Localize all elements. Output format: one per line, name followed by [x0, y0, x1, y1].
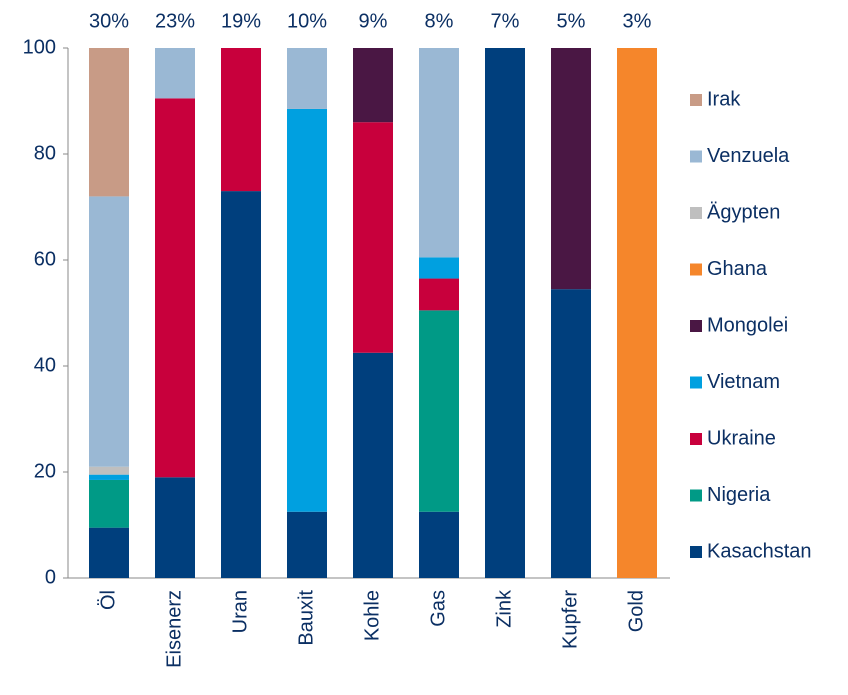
x-tick-label: Gas — [427, 590, 449, 627]
bar-segment — [155, 48, 195, 99]
y-tick-label: 60 — [34, 248, 56, 270]
legend-label: Nigeria — [707, 484, 771, 506]
bar-segment — [419, 511, 459, 578]
legend-label: Mongolei — [707, 314, 788, 336]
share-label: 7% — [491, 10, 520, 32]
bar-segment — [89, 474, 129, 480]
bar-segment — [551, 289, 591, 578]
y-tick-label: 80 — [34, 142, 56, 164]
x-tick-label: Gold — [625, 590, 647, 632]
legend-label: Venzuela — [707, 145, 790, 167]
legend-swatch — [690, 150, 702, 163]
legend-label: Vietnam — [707, 371, 780, 393]
y-tick-label: 20 — [34, 460, 56, 482]
bar-segment — [419, 310, 459, 512]
legend-label: Irak — [707, 88, 741, 110]
bar-segment — [617, 48, 657, 578]
x-tick-label: Öl — [97, 590, 119, 610]
x-tick-label: Bauxit — [295, 590, 317, 646]
legend-swatch — [690, 94, 702, 106]
bar-segment — [89, 196, 129, 467]
x-tick-label: Eisenerz — [163, 590, 185, 668]
legend-swatch — [690, 433, 702, 445]
bar-segment — [89, 466, 129, 475]
legend-label: Ägypten — [707, 201, 780, 223]
bar-segment — [551, 48, 591, 290]
share-label: 30% — [89, 10, 129, 32]
bar-segment — [485, 48, 525, 578]
bar-segment — [155, 98, 195, 478]
bar-segment — [221, 191, 261, 578]
share-label: 8% — [425, 10, 454, 32]
share-label: 9% — [359, 10, 388, 32]
bar-segment — [419, 48, 459, 258]
legend-swatch — [690, 546, 702, 558]
y-tick-label: 100 — [23, 36, 56, 58]
share-label: 5% — [557, 10, 586, 32]
bar-segment — [353, 122, 393, 353]
bar-segment — [353, 352, 393, 578]
bar-segment — [287, 48, 327, 109]
legend-swatch — [690, 489, 702, 502]
bar-segment — [155, 477, 195, 578]
x-tick-label: Zink — [493, 589, 515, 628]
legend-label: Kasachstan — [707, 540, 812, 562]
x-tick-label: Kupfer — [559, 590, 581, 649]
x-tick-label: Uran — [229, 590, 251, 633]
bar-segment — [221, 48, 261, 192]
legend-swatch — [690, 320, 702, 332]
bar-segment — [287, 511, 327, 578]
bar-segment — [89, 479, 129, 528]
bar-segment — [419, 257, 459, 279]
y-tick-label: 0 — [45, 566, 56, 588]
legend-swatch — [690, 263, 702, 276]
legend-swatch — [690, 376, 702, 389]
bar-segment — [89, 527, 129, 578]
share-label: 3% — [623, 10, 652, 32]
bar-segment — [419, 278, 459, 311]
bar-segment — [287, 108, 327, 512]
x-tick-label: Kohle — [361, 590, 383, 641]
bar-segment — [353, 48, 393, 123]
legend-label: Ukraine — [707, 427, 776, 449]
share-label: 23% — [155, 10, 195, 32]
share-label: 10% — [287, 10, 327, 32]
legend-label: Ghana — [707, 258, 768, 280]
share-label: 19% — [221, 10, 261, 32]
y-tick-label: 40 — [34, 354, 56, 376]
bar-segment — [89, 48, 129, 197]
legend-swatch — [690, 207, 702, 219]
